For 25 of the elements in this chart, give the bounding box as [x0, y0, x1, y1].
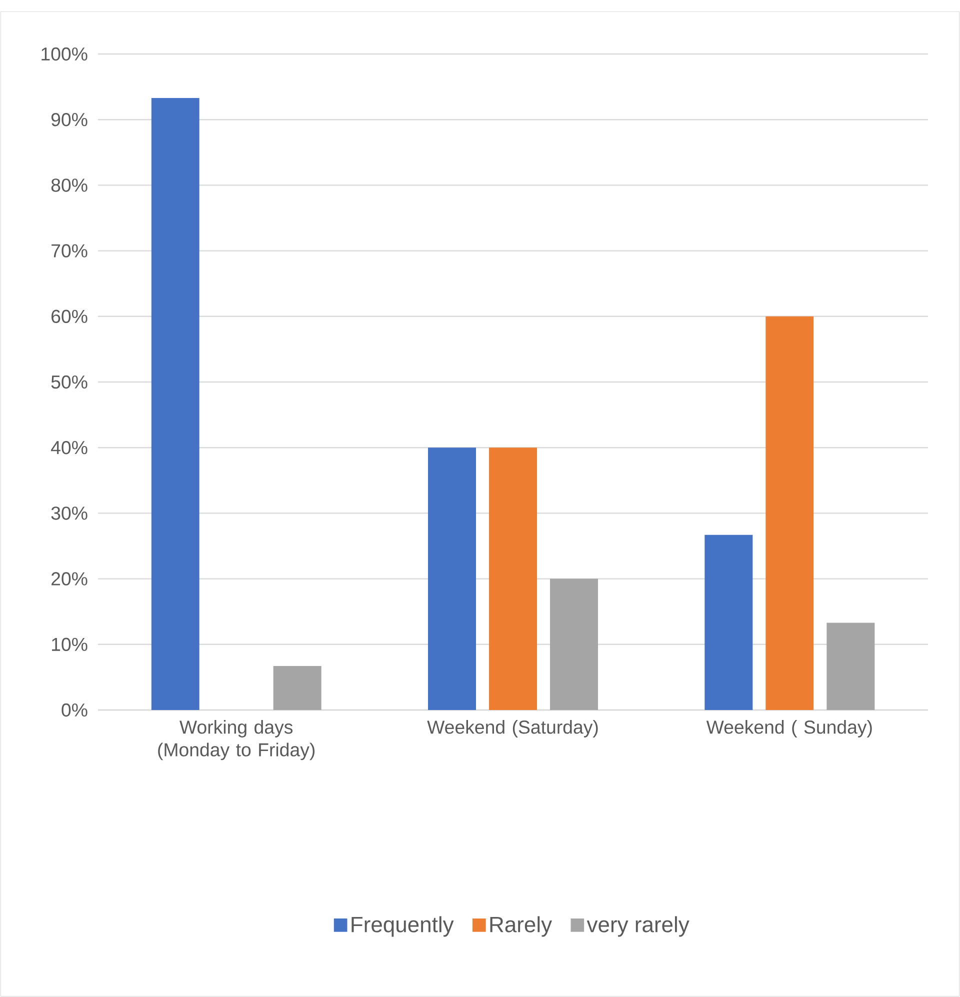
y-tick-label: 90%: [51, 112, 88, 126]
x-tick-label: Working days (Monday to Friday): [158, 720, 314, 760]
x-tick-label: Weekend (Saturday): [427, 720, 598, 738]
y-tick-label: 10%: [52, 638, 88, 652]
y-tick-label: 70%: [52, 244, 88, 258]
x-tick-label: Weekend ( Sunday): [706, 720, 872, 738]
y-tick-label: 80%: [51, 178, 88, 192]
y-tick-label: 60%: [52, 310, 88, 324]
bar: [488, 448, 537, 710]
bar: [766, 316, 814, 710]
bar: [826, 622, 875, 710]
legend-label: Frequently: [352, 916, 454, 937]
bar: [151, 98, 200, 710]
y-tick-label: 50%: [51, 375, 88, 389]
y-tick-label: 20%: [52, 572, 88, 586]
y-tick-label: 0%: [62, 703, 88, 717]
y-tick-label: 40%: [51, 440, 88, 454]
legend-label: Rarely: [490, 916, 552, 937]
bar: [428, 448, 476, 710]
bar: [273, 666, 322, 710]
y-tick-label: 100%: [42, 47, 88, 61]
legend-label: very rarely: [586, 916, 690, 937]
y-tick-label: 30%: [51, 506, 88, 520]
bar: [550, 578, 598, 710]
bar: [704, 534, 753, 710]
